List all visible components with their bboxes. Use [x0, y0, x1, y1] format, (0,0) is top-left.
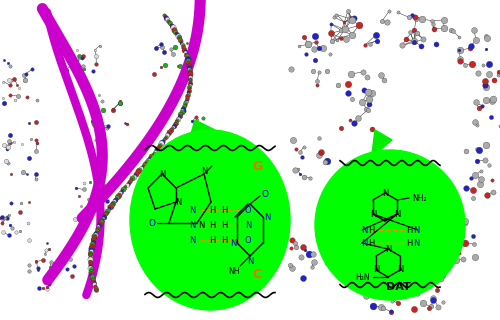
Text: N: N — [245, 220, 251, 229]
Text: N: N — [413, 238, 419, 247]
Text: H₂N: H₂N — [356, 273, 370, 282]
Text: NH₂: NH₂ — [412, 194, 426, 203]
Text: G: G — [252, 160, 262, 173]
Text: N: N — [382, 188, 388, 197]
Text: DAT: DAT — [386, 282, 410, 292]
Text: N: N — [198, 220, 204, 229]
Text: O: O — [244, 236, 252, 244]
Text: H: H — [221, 220, 227, 229]
Text: N: N — [175, 197, 181, 206]
Text: N: N — [394, 210, 400, 219]
Text: H: H — [368, 238, 374, 247]
Text: N: N — [189, 236, 195, 244]
Text: O: O — [148, 219, 156, 228]
Text: N: N — [372, 266, 379, 275]
Ellipse shape — [130, 130, 290, 310]
Text: O: O — [244, 205, 252, 214]
Polygon shape — [185, 120, 220, 155]
Text: N: N — [159, 170, 165, 179]
Text: N: N — [397, 266, 404, 275]
Text: NH: NH — [228, 267, 240, 276]
Text: N: N — [201, 166, 207, 175]
Text: H: H — [368, 226, 374, 235]
Text: H: H — [221, 205, 227, 214]
Text: H: H — [406, 226, 412, 235]
Text: N: N — [370, 210, 376, 219]
Text: N: N — [361, 226, 367, 235]
Text: N: N — [189, 220, 195, 229]
Text: N: N — [361, 238, 367, 247]
Text: H: H — [406, 238, 412, 247]
Polygon shape — [370, 130, 395, 170]
Text: O: O — [262, 189, 268, 198]
Text: N: N — [385, 244, 391, 253]
Text: N: N — [247, 257, 253, 266]
Text: C: C — [252, 268, 261, 281]
Circle shape — [315, 150, 465, 300]
Text: N: N — [413, 226, 419, 235]
Text: N: N — [189, 205, 195, 214]
Text: N: N — [264, 212, 270, 221]
Text: N: N — [230, 238, 236, 247]
Text: H: H — [209, 220, 215, 229]
Text: H: H — [221, 236, 227, 244]
Text: H: H — [209, 236, 215, 244]
Text: H: H — [209, 205, 215, 214]
